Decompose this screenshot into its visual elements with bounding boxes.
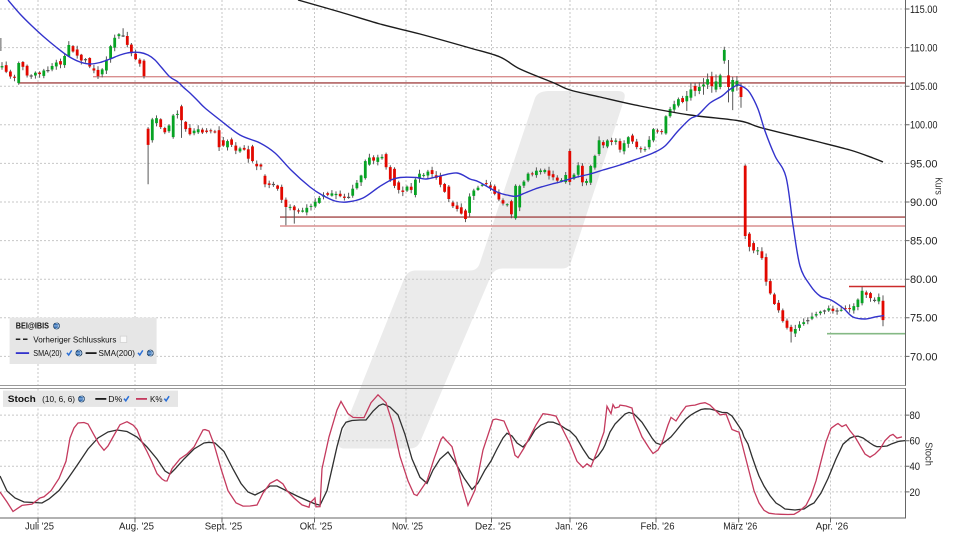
svg-text:Kurs: Kurs (933, 177, 944, 195)
svg-text:Dez. '25: Dez. '25 (475, 521, 511, 533)
svg-text:Aug. '25: Aug. '25 (119, 521, 154, 533)
svg-text:Okt. '25: Okt. '25 (300, 521, 333, 533)
svg-text:Sept. '25: Sept. '25 (205, 521, 243, 533)
svg-text:BEI@IBIS: BEI@IBIS (16, 322, 50, 331)
svg-text:Feb. '26: Feb. '26 (641, 521, 675, 533)
svg-text:D%: D% (108, 395, 122, 404)
svg-text:Apr. '26: Apr. '26 (816, 521, 849, 533)
svg-text:K%: K% (150, 395, 163, 404)
svg-text:115.00: 115.00 (910, 4, 938, 16)
svg-text:(10, 6, 6): (10, 6, 6) (42, 395, 75, 404)
svg-text:100.00: 100.00 (910, 120, 938, 132)
svg-text:20: 20 (910, 487, 921, 499)
svg-text:Vorheriger Schlusskurs: Vorheriger Schlusskurs (33, 335, 116, 344)
svg-text:105.00: 105.00 (910, 81, 938, 93)
svg-text:75.00: 75.00 (910, 313, 938, 325)
svg-text:80: 80 (910, 410, 921, 422)
svg-text:60: 60 (910, 436, 921, 448)
svg-text:95.00: 95.00 (910, 158, 938, 170)
svg-text:Nov. '25: Nov. '25 (392, 521, 423, 533)
svg-text:70.00: 70.00 (910, 351, 938, 363)
svg-text:80.00: 80.00 (910, 274, 938, 286)
svg-text:SMA(200): SMA(200) (99, 349, 136, 358)
svg-text:110.00: 110.00 (910, 43, 938, 55)
svg-text:Stoch: Stoch (923, 442, 934, 466)
svg-text:90.00: 90.00 (910, 197, 938, 209)
svg-text:85.00: 85.00 (910, 236, 938, 248)
svg-text:40: 40 (910, 461, 921, 473)
svg-text:März '26: März '26 (723, 521, 757, 533)
svg-text:Jan. '26: Jan. '26 (555, 521, 588, 533)
svg-text:Juli '25: Juli '25 (25, 521, 54, 533)
svg-text:Stoch: Stoch (8, 394, 36, 404)
svg-text:SMA(20): SMA(20) (33, 349, 62, 358)
